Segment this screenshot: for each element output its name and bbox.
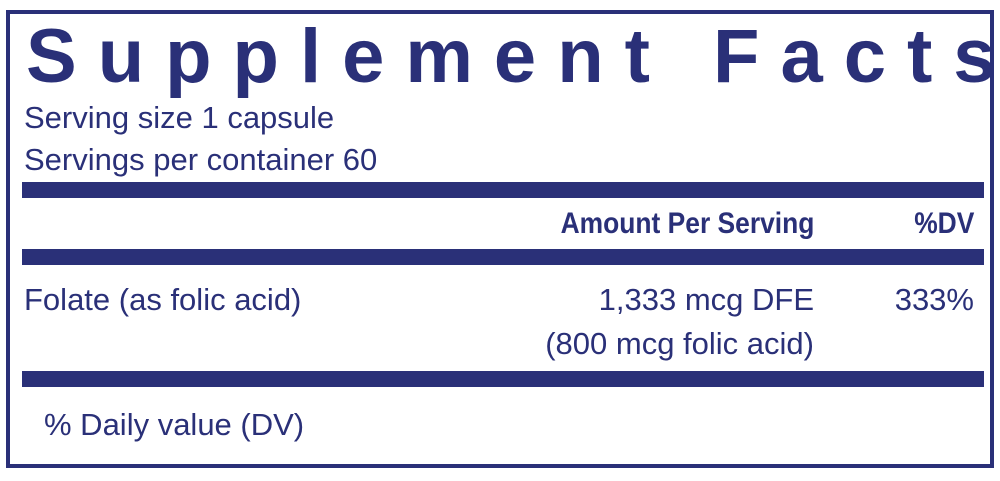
header-amount-per-serving: Amount Per Serving: [560, 207, 814, 240]
nutrient-name: Folate (as folic acid): [24, 282, 302, 317]
divider-bar: [22, 182, 984, 198]
divider-bar: [22, 371, 984, 387]
nutrient-amount: 1,333 mcg DFE: [598, 282, 814, 317]
nutrient-dv: 333%: [894, 282, 974, 317]
divider-bar: [22, 249, 984, 265]
nutrient-amount-note: (800 mcg folic acid): [545, 326, 814, 361]
serving-size: Serving size 1 capsule: [24, 100, 335, 135]
servings-per-container: Servings per container 60: [24, 142, 378, 177]
supplement-facts-panel: Supplement Facts Serving size 1 capsule …: [6, 10, 996, 468]
footnote: % Daily value (DV): [44, 407, 305, 442]
panel-title: Supplement Facts: [26, 14, 1000, 99]
header-dv: %DV: [913, 207, 974, 240]
